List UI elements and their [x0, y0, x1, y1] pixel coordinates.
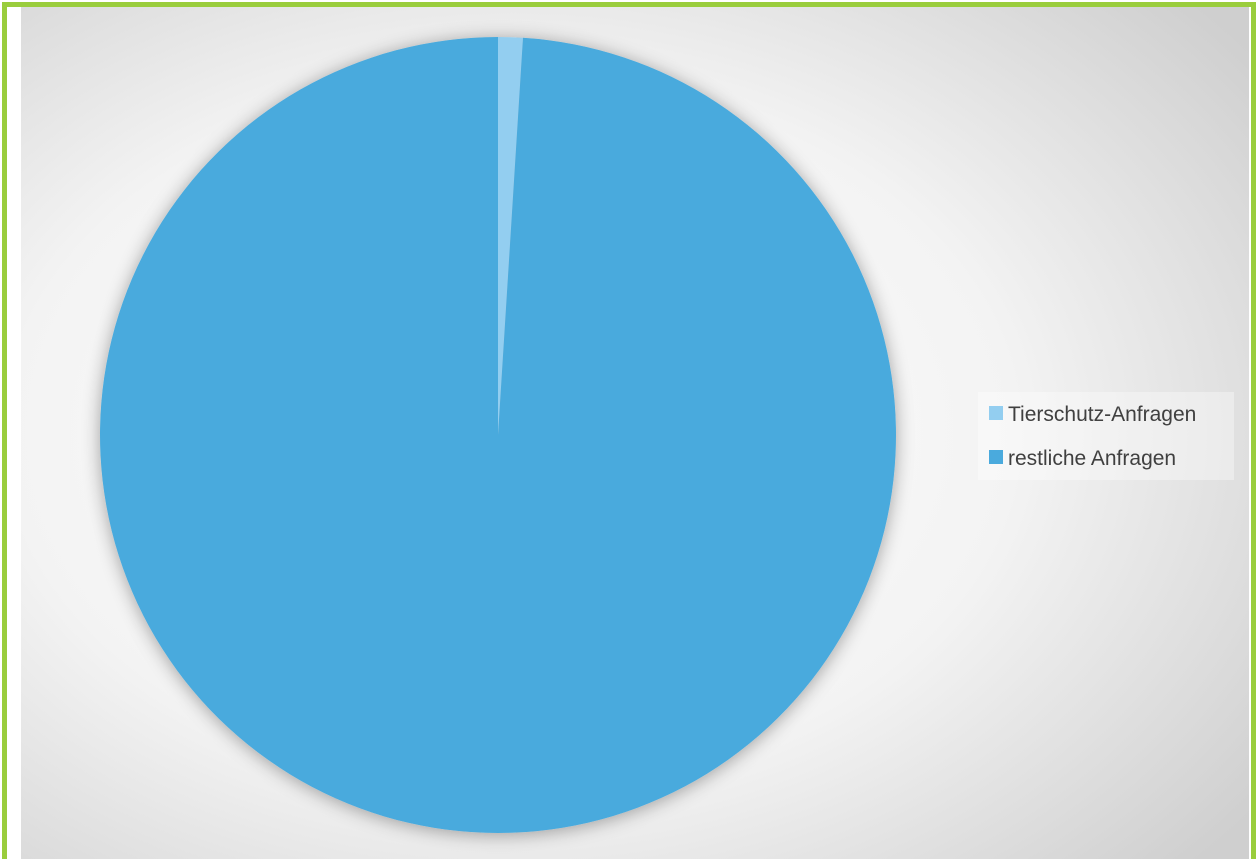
- legend-box: [978, 392, 1234, 480]
- legend-swatch-restliche: [989, 450, 1003, 464]
- pie-slice-tierschutz: [498, 37, 523, 435]
- legend: Tierschutz-Anfragen restliche Anfragen: [978, 392, 1234, 480]
- legend-swatch-tierschutz: [989, 406, 1003, 420]
- legend-label-restliche: restliche Anfragen: [1008, 447, 1176, 470]
- pie-slice-restliche: [99, 37, 896, 834]
- legend-label-tierschutz: Tierschutz-Anfragen: [1008, 403, 1196, 426]
- pie: [99, 37, 896, 834]
